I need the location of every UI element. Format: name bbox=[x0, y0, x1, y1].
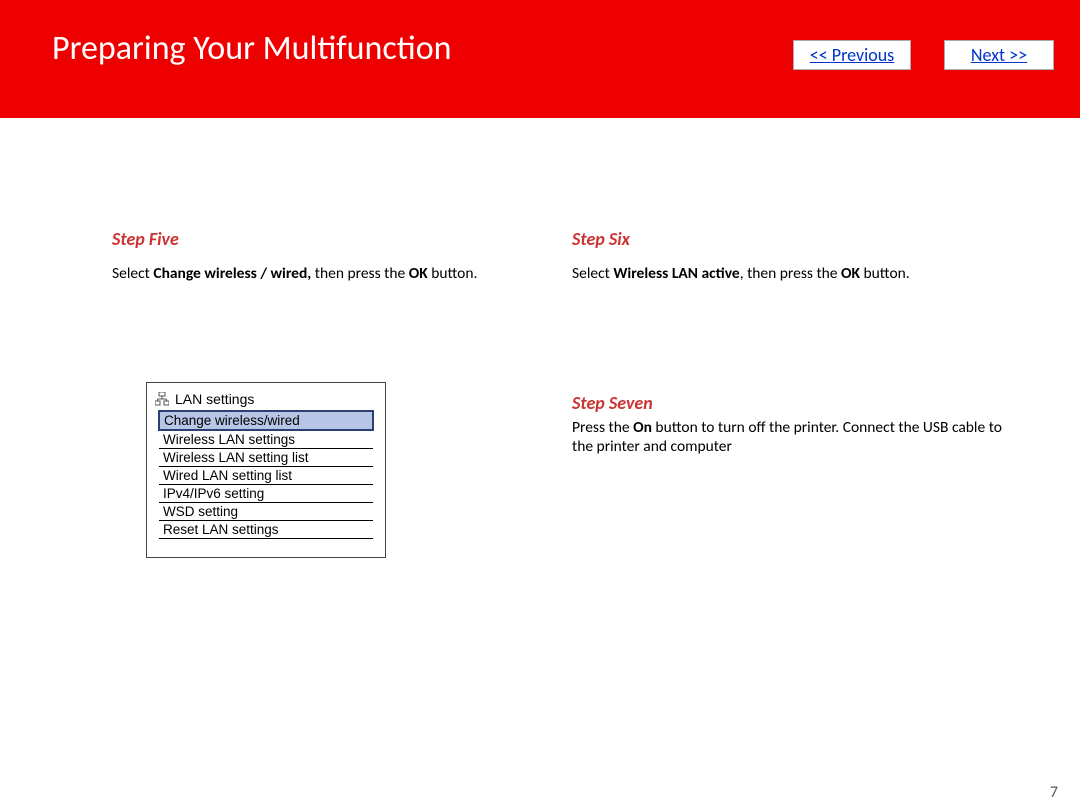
lan-item-ipv4-ipv6-setting[interactable]: IPv4/IPv6 setting bbox=[159, 485, 373, 503]
lan-settings-title: LAN settings bbox=[175, 391, 254, 407]
page-number: 7 bbox=[1050, 783, 1058, 802]
lan-item-wireless-lan-setting-list[interactable]: Wireless LAN setting list bbox=[159, 449, 373, 467]
step-five-body: Select Change wireless / wired, then pre… bbox=[112, 264, 512, 283]
text: button. bbox=[428, 264, 478, 283]
lan-item-wireless-lan-settings[interactable]: Wireless LAN settings bbox=[159, 431, 373, 449]
step-five-title: Step Five bbox=[112, 228, 512, 250]
lan-settings-panel: LAN settings Change wireless/wired Wirel… bbox=[146, 382, 386, 558]
page-title: Preparing Your Multifunction bbox=[52, 28, 452, 69]
lan-settings-list: Change wireless/wired Wireless LAN setti… bbox=[159, 410, 373, 539]
lan-item-wsd-setting[interactable]: WSD setting bbox=[159, 503, 373, 521]
text: Press the bbox=[572, 418, 633, 437]
text: button. bbox=[860, 264, 910, 283]
next-button[interactable]: Next >> bbox=[944, 40, 1054, 70]
bold-text: Wireless LAN active bbox=[613, 264, 739, 283]
lan-settings-header: LAN settings bbox=[153, 389, 379, 411]
bold-text: OK bbox=[841, 264, 860, 283]
step-seven-block: Step Seven Press the On button to turn o… bbox=[572, 392, 1012, 457]
text: , then press the bbox=[740, 264, 841, 283]
lan-item-wired-lan-setting-list[interactable]: Wired LAN setting list bbox=[159, 467, 373, 485]
bold-text: On bbox=[633, 418, 652, 437]
bold-text: Change wireless / wired, bbox=[153, 264, 311, 283]
step-six-title: Step Six bbox=[572, 228, 1012, 250]
network-icon bbox=[155, 392, 169, 406]
step-seven-body: Press the On button to turn off the prin… bbox=[572, 418, 1012, 457]
text: then press the bbox=[311, 264, 408, 283]
step-six-body: Select Wireless LAN active, then press t… bbox=[572, 264, 1012, 283]
step-six-block: Step Six Select Wireless LAN active, the… bbox=[572, 228, 1012, 283]
previous-button[interactable]: << Previous bbox=[793, 40, 911, 70]
bold-text: OK bbox=[409, 264, 428, 283]
text: Select bbox=[112, 264, 153, 283]
lan-item-change-wireless-wired[interactable]: Change wireless/wired bbox=[158, 410, 374, 431]
text: Select bbox=[572, 264, 613, 283]
step-five-block: Step Five Select Change wireless / wired… bbox=[112, 228, 512, 283]
lan-item-reset-lan-settings[interactable]: Reset LAN settings bbox=[159, 521, 373, 539]
step-seven-title: Step Seven bbox=[572, 392, 1012, 414]
content-area: Step Five Select Change wireless / wired… bbox=[0, 118, 1080, 810]
header-bar: Preparing Your Multifunction << Previous… bbox=[0, 0, 1080, 118]
